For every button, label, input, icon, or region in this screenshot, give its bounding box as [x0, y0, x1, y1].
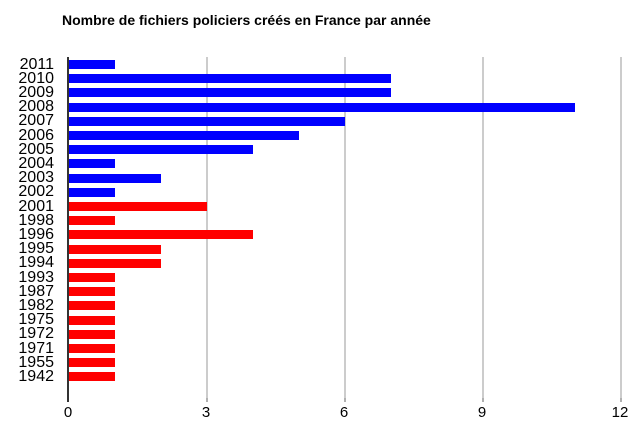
gridline-x-12	[620, 57, 622, 398]
y-axis-label-1942: 1942	[18, 367, 54, 385]
bar-2005	[69, 145, 253, 155]
x-axis-label-12: 12	[611, 404, 629, 421]
x-axis-tick-3	[206, 398, 208, 402]
bar-1993	[69, 273, 115, 282]
y-axis-label-2008: 2008	[18, 98, 54, 116]
x-axis-tick-6	[344, 398, 346, 402]
x-axis-tick-0	[67, 398, 69, 402]
bar-2003	[69, 173, 161, 183]
bar-1996	[69, 230, 253, 240]
y-axis-label-1955: 1955	[18, 353, 54, 371]
x-axis-label-3: 3	[201, 404, 211, 421]
gridline-x-9	[482, 57, 484, 398]
x-axis-tick-9	[482, 398, 484, 402]
gridline-x-3	[206, 57, 208, 398]
y-axis-label-2006: 2006	[18, 126, 54, 144]
y-axis-label-1971: 1971	[18, 339, 54, 357]
bar-2007	[69, 116, 345, 126]
x-axis-tick-12	[620, 398, 622, 402]
y-axis-label-2011: 2011	[19, 55, 54, 73]
bar-1975	[69, 315, 115, 325]
y-axis-label-1995: 1995	[18, 240, 54, 258]
bar-1987	[69, 287, 115, 297]
bar-2008	[69, 102, 575, 112]
y-axis-label-1993: 1993	[18, 268, 54, 286]
y-axis-label-1994: 1994	[18, 254, 54, 272]
bar-2009	[69, 88, 391, 98]
bar-2002	[69, 187, 115, 197]
y-axis-label-2010: 2010	[18, 69, 54, 87]
bar-1971	[69, 344, 115, 353]
y-axis-label-1998: 1998	[18, 211, 54, 229]
x-axis-label-6: 6	[339, 404, 349, 421]
bar-2004	[69, 159, 115, 169]
y-axis-label-1987: 1987	[18, 282, 54, 300]
bar-1955	[69, 358, 115, 368]
bar-1972	[69, 329, 115, 339]
y-axis-label-2003: 2003	[18, 169, 54, 187]
y-axis-label-1982: 1982	[18, 296, 54, 314]
bar-2006	[69, 131, 299, 140]
bar-1942	[69, 372, 115, 382]
y-axis-label-2001: 2001	[18, 197, 54, 215]
x-axis-label-9: 9	[477, 404, 487, 421]
y-axis-label-2007: 2007	[18, 112, 54, 130]
y-axis-label-2005: 2005	[18, 140, 54, 158]
bar-1994	[69, 258, 161, 268]
y-axis-label-2002: 2002	[18, 183, 54, 201]
bar-1998	[69, 216, 115, 226]
bar-1982	[69, 301, 115, 311]
y-axis-label-1996: 1996	[18, 225, 54, 243]
y-axis-line	[67, 57, 69, 398]
chart-title: Nombre de fichiers policiers créés en Fr…	[62, 12, 431, 28]
bar-1995	[69, 244, 161, 254]
y-axis-label-2004: 2004	[18, 154, 54, 172]
y-axis-label-1972: 1972	[18, 325, 54, 343]
y-axis-label-1975: 1975	[18, 311, 54, 329]
bar-2001	[69, 202, 207, 211]
gridline-x-6	[344, 57, 346, 398]
x-axis-label-0: 0	[63, 404, 73, 421]
bar-2010	[69, 74, 391, 84]
y-axis-label-2009: 2009	[18, 83, 54, 101]
bar-2011	[69, 60, 115, 69]
